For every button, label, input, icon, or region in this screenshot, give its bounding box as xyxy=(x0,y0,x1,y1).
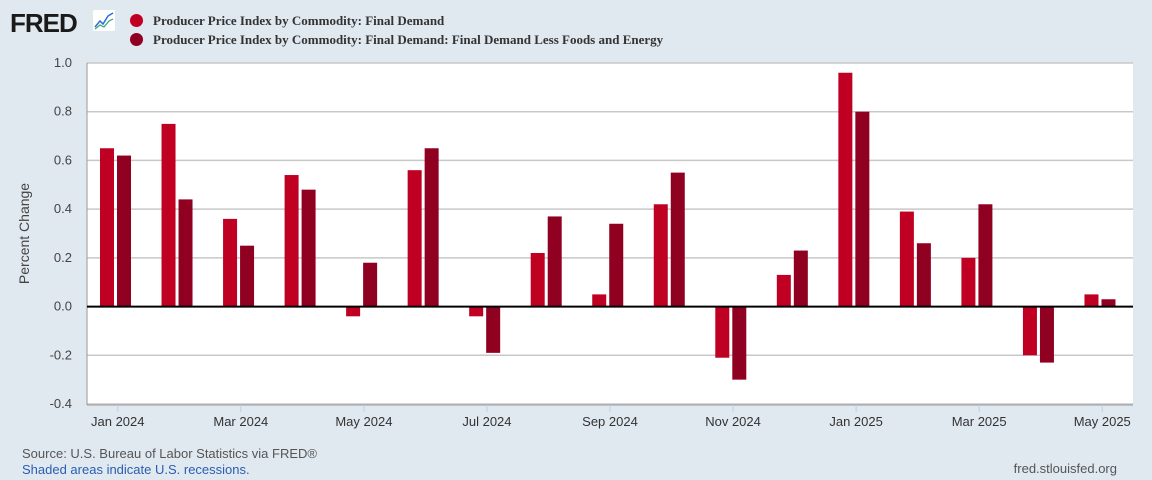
y-tick-label: 0.6 xyxy=(54,152,72,167)
legend-item-final-demand[interactable]: Producer Price Index by Commodity: Final… xyxy=(130,11,663,30)
y-tick-label: 0.8 xyxy=(54,104,72,119)
legend-label: Producer Price Index by Commodity: Final… xyxy=(153,31,664,47)
legend-marker xyxy=(130,14,143,27)
bar-final-demand xyxy=(407,170,422,307)
bar-final-demand xyxy=(961,257,976,307)
recessions-link[interactable]: Shaded areas indicate U.S. recessions. xyxy=(22,462,250,477)
x-tick-label: Mar 2025 xyxy=(952,414,1007,429)
bar-final-demand xyxy=(530,252,545,307)
x-tick-label: May 2024 xyxy=(335,414,392,429)
bar-core xyxy=(486,306,501,353)
x-tick-label: Jan 2025 xyxy=(829,414,883,429)
x-tick-label: Mar 2024 xyxy=(213,414,268,429)
y-tick-label: 1.0 xyxy=(54,55,72,70)
y-axis-label: Percent Change xyxy=(16,183,32,284)
bar-core xyxy=(240,245,255,307)
y-tick-label: -0.4 xyxy=(50,396,72,411)
bar-final-demand xyxy=(346,306,361,317)
bar-core xyxy=(178,199,193,307)
legend: Producer Price Index by Commodity: Final… xyxy=(130,11,663,49)
bar-final-demand xyxy=(715,306,730,358)
x-tick-label: Jan 2024 xyxy=(91,414,145,429)
bar-core xyxy=(978,204,993,307)
bar-final-demand xyxy=(284,175,299,307)
bar-core xyxy=(732,306,747,380)
bar-final-demand xyxy=(838,72,853,307)
bar-core xyxy=(1101,299,1116,307)
bar-core xyxy=(363,262,378,307)
bar-final-demand xyxy=(1022,306,1037,356)
bar-core xyxy=(1039,306,1054,363)
fred-logo[interactable]: FRED xyxy=(10,8,78,38)
bar-core xyxy=(301,189,316,307)
bar-final-demand xyxy=(899,211,914,307)
legend-marker xyxy=(130,33,143,46)
bar-core xyxy=(793,250,808,307)
y-tick-label: 0.2 xyxy=(54,250,72,265)
y-tick-label: 0.4 xyxy=(54,201,72,216)
bar-core xyxy=(855,111,870,307)
source-text: Source: U.S. Bureau of Labor Statistics … xyxy=(22,446,317,461)
site-link[interactable]: fred.stlouisfed.org xyxy=(1013,461,1117,476)
bar-final-demand xyxy=(592,294,607,307)
legend-label: Producer Price Index by Commodity: Final… xyxy=(153,12,445,28)
footer-source: Source: U.S. Bureau of Labor Statistics … xyxy=(22,446,317,478)
bar-core xyxy=(117,155,131,307)
y-tick-label: -0.2 xyxy=(50,347,72,362)
bar-final-demand xyxy=(100,148,114,307)
bar-core xyxy=(547,216,562,307)
bar-core xyxy=(609,223,624,307)
bar-final-demand xyxy=(776,274,791,307)
chart-area: 1.0 0.8 0.6 0.4 0.2 0.0 -0.2 -0.4 Percent Change… xyxy=(16,55,1133,429)
x-tick-label: Nov 2024 xyxy=(705,414,761,429)
bar-core xyxy=(916,243,931,307)
bar-final-demand xyxy=(469,306,484,317)
bar-core xyxy=(670,172,685,307)
x-tick-label: Sep 2024 xyxy=(582,414,638,429)
bar-final-demand xyxy=(653,204,668,307)
legend-item-core[interactable]: Producer Price Index by Commodity: Final… xyxy=(130,30,663,49)
x-tick-label: May 2025 xyxy=(1074,414,1131,429)
bar-final-demand xyxy=(161,123,176,307)
fred-chart-icon xyxy=(93,10,115,31)
y-tick-label: 0.0 xyxy=(54,299,72,314)
bar-core xyxy=(424,148,439,307)
bar-final-demand xyxy=(1084,294,1099,307)
bar-final-demand xyxy=(223,218,238,307)
x-tick-label: Jul 2024 xyxy=(462,414,511,429)
